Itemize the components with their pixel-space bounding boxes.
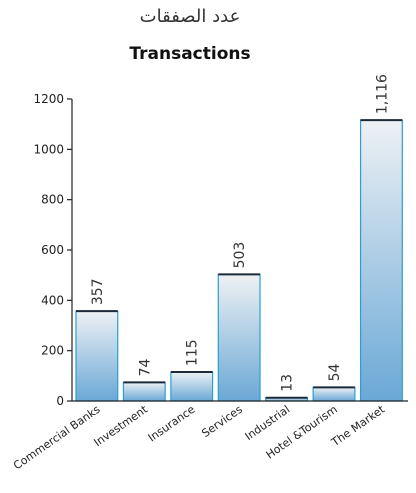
bar-value-label: 357 [90, 278, 106, 305]
bar-value-label: 115 [185, 339, 201, 366]
x-tick-label: Insurance [146, 403, 198, 445]
y-tick-label: 1200 [33, 92, 64, 106]
y-axis: 0 200 400 600 800 1000 1200 [33, 92, 73, 408]
bar-value-label: 503 [232, 242, 248, 269]
x-tick-label: The Market [328, 402, 387, 449]
x-tick-label: Investment [92, 402, 151, 449]
bar [312, 386, 356, 402]
y-tick-label: 0 [56, 394, 64, 408]
bar-value-label: 74 [137, 358, 153, 376]
bar-value-label: 1,116 [374, 74, 390, 114]
y-tick-label: 1000 [33, 142, 64, 156]
y-tick-label: 800 [41, 193, 64, 207]
chart-title: Transactions [129, 44, 251, 64]
x-tick-label: Services [199, 403, 245, 440]
bar-value-label: 13 [280, 374, 296, 392]
bar [217, 273, 261, 402]
bar [170, 371, 214, 402]
chart-subtitle-arabic: عدد الصفقات [139, 6, 241, 27]
y-tick-label: 600 [41, 243, 64, 257]
y-tick-label: 400 [41, 293, 64, 307]
bar [122, 381, 166, 402]
bar-value-label: 54 [327, 364, 343, 382]
bars-group: 357 74 115 503 13 54 1,116 [75, 74, 403, 402]
y-tick-label: 200 [41, 344, 64, 358]
x-tick-label: Commercial Banks [11, 403, 103, 473]
bar [75, 310, 119, 402]
bar [359, 119, 403, 402]
